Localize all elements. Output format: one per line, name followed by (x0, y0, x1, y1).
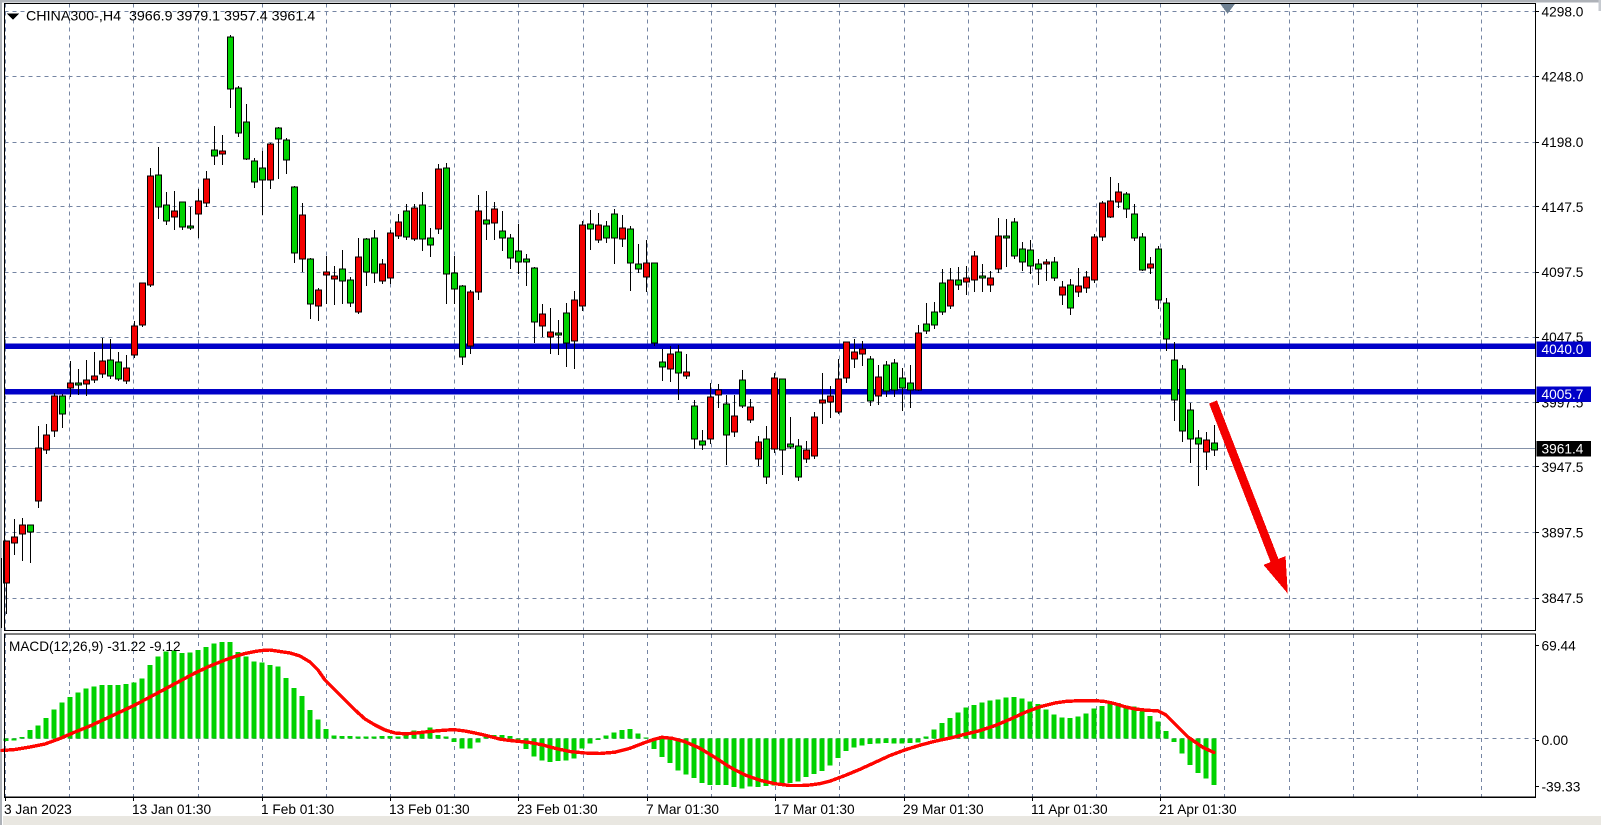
svg-text:3961.4: 3961.4 (1542, 442, 1584, 457)
svg-text:0.00: 0.00 (1542, 733, 1569, 748)
svg-text:CHINA300-,H4 3966.9 3979.1 39: CHINA300-,H4 3966.9 3979.1 3957.4 3961.4 (26, 9, 315, 25)
svg-text:4298.0: 4298.0 (1542, 4, 1584, 19)
svg-text:4097.5: 4097.5 (1542, 265, 1584, 280)
svg-text:7 Mar 01:30: 7 Mar 01:30 (646, 802, 719, 817)
svg-text:4147.5: 4147.5 (1542, 200, 1584, 215)
svg-text:13 Feb 01:30: 13 Feb 01:30 (389, 802, 470, 817)
svg-text:4040.0: 4040.0 (1542, 342, 1584, 357)
svg-text:4198.0: 4198.0 (1542, 135, 1584, 150)
svg-text:23 Feb 01:30: 23 Feb 01:30 (517, 802, 598, 817)
svg-text:21 Apr 01:30: 21 Apr 01:30 (1159, 802, 1237, 817)
svg-text:29 Mar 01:30: 29 Mar 01:30 (903, 802, 984, 817)
svg-text:1 Feb 01:30: 1 Feb 01:30 (261, 802, 334, 817)
svg-text:3 Jan 2023: 3 Jan 2023 (4, 802, 72, 817)
svg-text:3897.5: 3897.5 (1542, 525, 1584, 540)
svg-text:MACD(12,26,9) -31.22 -9.12: MACD(12,26,9) -31.22 -9.12 (9, 639, 181, 654)
svg-text:3947.5: 3947.5 (1542, 460, 1584, 475)
svg-text:13 Jan 01:30: 13 Jan 01:30 (132, 802, 212, 817)
svg-text:3847.5: 3847.5 (1542, 591, 1584, 606)
svg-text:69.44: 69.44 (1542, 638, 1577, 653)
svg-text:4248.0: 4248.0 (1542, 69, 1584, 84)
svg-text:4005.7: 4005.7 (1542, 387, 1584, 402)
svg-text:-39.33: -39.33 (1542, 779, 1581, 794)
svg-text:11 Apr 01:30: 11 Apr 01:30 (1031, 802, 1108, 817)
svg-text:17 Mar 01:30: 17 Mar 01:30 (774, 802, 855, 817)
